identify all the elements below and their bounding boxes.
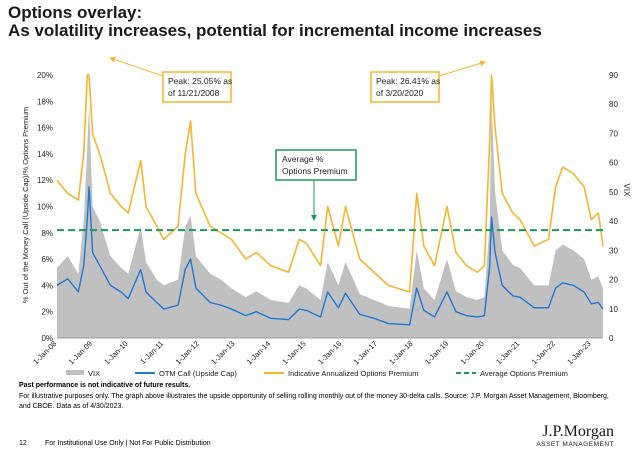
series-lines-layer: [56, 74, 604, 326]
premium-line: [56, 74, 604, 293]
x-tick-label: 1-Jan-23: [565, 339, 592, 366]
right-axis-label: VIX: [622, 184, 631, 198]
right-tick-label: 80: [609, 100, 618, 109]
left-tick-label: 2%: [41, 308, 53, 317]
left-tick-label: 20%: [37, 71, 53, 80]
x-tick-label: 1-Jan-12: [174, 339, 201, 366]
legend-label-vix: VIX: [88, 369, 100, 378]
legend-swatch-vix: [66, 370, 84, 375]
disclaimer-bold: Past performance is not indicative of fu…: [19, 382, 191, 389]
peak-2020-text-2: of 3/20/2020: [376, 88, 424, 98]
left-tick-label: 18%: [37, 97, 53, 106]
average-text-2: Options Premium: [282, 166, 348, 176]
footer-text: For Institutional Use Only | Not For Pub…: [45, 440, 211, 447]
legend-item-average: Average Options Premium: [456, 369, 568, 378]
peak-2008-annotation: Peak: 25.05% as of 11/21/2008: [109, 56, 232, 103]
legend-item-premium: Indicative Annualized Options Premium: [264, 369, 419, 378]
right-tick-label: 20: [609, 276, 618, 285]
x-tick-label: 1-Jan-20: [459, 339, 486, 366]
right-tick-label: 0: [609, 334, 614, 343]
left-tick-label: 0%: [41, 334, 53, 343]
x-tick-label: 1-Jan-15: [280, 339, 307, 366]
title-line-2: As volatility increases, potential for i…: [8, 21, 542, 40]
vix-area: [57, 98, 603, 338]
peak-2020-arrow: [438, 60, 486, 77]
vix-area-layer: [57, 98, 603, 338]
legend-item-otm: OTM Call (Upside Cap): [135, 369, 237, 378]
asset-management-label: ASSET MANAGEMENT: [536, 441, 614, 448]
x-tick-label: 1-Jan-08: [31, 339, 58, 366]
legend: VIX OTM Call (Upside Cap) Indicative Ann…: [66, 369, 568, 378]
x-tick-label: 1-Jan-13: [209, 339, 236, 366]
right-tick-label: 30: [609, 246, 618, 255]
right-tick-label: 50: [609, 188, 618, 197]
x-tick-label: 1-Jan-19: [423, 339, 450, 366]
left-tick-label: 6%: [41, 255, 53, 264]
otm-call-line: [56, 186, 604, 326]
right-tick-label: 70: [609, 129, 618, 138]
peak-2008-text-1: Peak: 25.05% as: [168, 76, 232, 86]
left-tick-label: 12%: [37, 176, 53, 185]
average-premium-annotation: Average % Options Premium: [275, 149, 357, 221]
left-tick-label: 14%: [37, 150, 53, 159]
average-text-1: Average %: [282, 154, 324, 164]
right-tick-label: 60: [609, 159, 618, 168]
title-line-1: Options overlay:: [8, 3, 143, 22]
peak-2008-arrow: [109, 56, 164, 77]
left-axis-label: % Out of the Money Call (Upside Cap)/% O…: [21, 107, 30, 303]
left-tick-label: 4%: [41, 281, 53, 290]
right-tick-label: 10: [609, 305, 618, 314]
x-tick-label: 1-Jan-14: [245, 339, 272, 366]
right-tick-label: 40: [609, 217, 618, 226]
disclaimer-text: For illustrative purposes only. The grap…: [19, 393, 609, 410]
options-overlay-chart: 0% 2% 4% 6% 8% 10% 12% 14% 16% 18% 20% 0 10 20 30 40 50 6…: [21, 56, 631, 378]
x-tick-label: 1-Jan-09: [67, 339, 94, 366]
x-tick-label: 1-Jan-17: [352, 339, 379, 366]
footer-page-number: 12: [19, 440, 27, 447]
peak-2020-annotation: Peak: 26.41% as of 3/20/2020: [370, 60, 486, 103]
peak-2008-text-2: of 11/21/2008: [168, 88, 220, 98]
legend-label-premium: Indicative Annualized Options Premium: [288, 369, 419, 378]
x-tick-label: 1-Jan-10: [102, 339, 129, 366]
x-tick-label: 1-Jan-21: [494, 339, 521, 366]
left-tick-label: 10%: [37, 203, 53, 212]
x-tick-label: 1-Jan-16: [316, 339, 343, 366]
legend-item-vix: VIX: [66, 369, 100, 378]
right-tick-label: 90: [609, 71, 618, 80]
left-tick-label: 16%: [37, 124, 53, 133]
x-tick-label: 1-Jan-11: [138, 339, 165, 366]
x-tick-label: 1-Jan-22: [530, 339, 557, 366]
x-tick-label: 1-Jan-18: [387, 339, 414, 366]
peak-2020-text-1: Peak: 26.41% as: [376, 76, 440, 86]
left-tick-label: 8%: [41, 229, 53, 238]
legend-label-otm: OTM Call (Upside Cap): [159, 369, 237, 378]
legend-label-average: Average Options Premium: [480, 369, 568, 378]
jpmorgan-logo: J.P.Morgan: [542, 423, 614, 440]
